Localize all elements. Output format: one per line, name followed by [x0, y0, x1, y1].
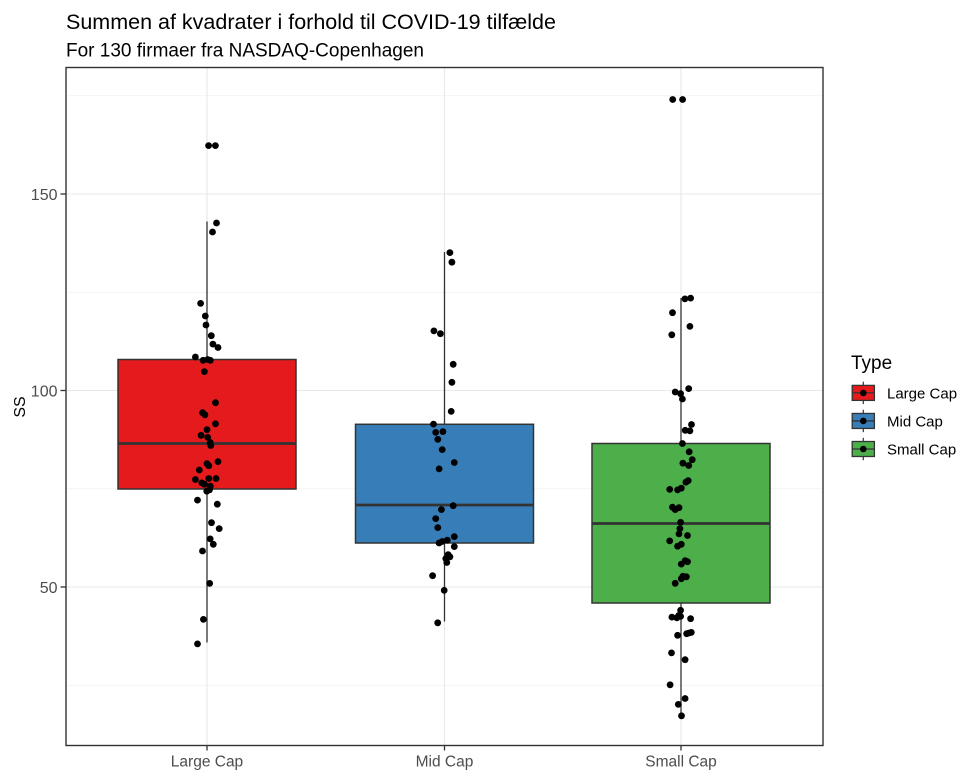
- svg-text:100: 100: [31, 384, 58, 401]
- svg-text:For 130 firmaer fra NASDAQ-Cop: For 130 firmaer fra NASDAQ-Copenhagen: [66, 41, 424, 62]
- svg-text:Type: Type: [851, 353, 892, 374]
- svg-text:50: 50: [40, 580, 58, 597]
- svg-text:SS: SS: [12, 396, 29, 417]
- svg-text:150: 150: [31, 187, 58, 204]
- svg-text:Small Cap: Small Cap: [645, 754, 717, 771]
- svg-text:Large Cap: Large Cap: [171, 754, 243, 771]
- svg-text:Large Cap: Large Cap: [887, 385, 957, 402]
- svg-text:Mid Cap: Mid Cap: [416, 754, 474, 771]
- svg-text:Small Cap: Small Cap: [887, 441, 956, 458]
- svg-text:Summen af kvadrater i forhold: Summen af kvadrater i forhold til COVID-…: [66, 10, 556, 34]
- svg-text:Mid Cap: Mid Cap: [887, 413, 943, 430]
